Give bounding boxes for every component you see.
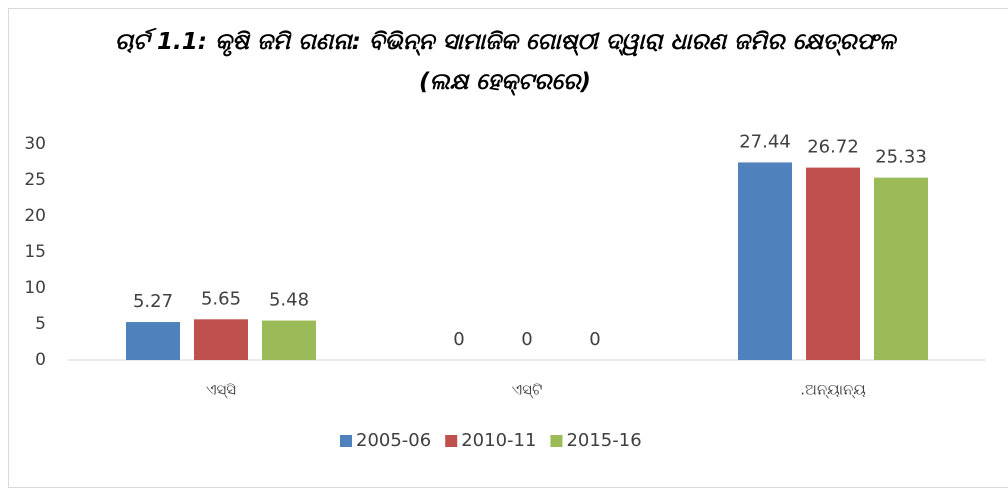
bar bbox=[126, 322, 180, 360]
data-label: 0 bbox=[453, 329, 464, 350]
x-tick-label: ଏସ୍‌ଟି bbox=[512, 381, 543, 399]
data-label: 5.27 bbox=[133, 291, 173, 312]
y-tick-label: 30 bbox=[24, 134, 46, 154]
bar bbox=[874, 177, 928, 360]
y-tick-label: 0 bbox=[35, 350, 46, 370]
y-tick-label: 20 bbox=[24, 206, 46, 226]
y-tick-label: 10 bbox=[24, 278, 46, 298]
data-label: 0 bbox=[521, 329, 532, 350]
chart-title: ଚାର୍ଟ 1.1: କୃଷି ଜମି ଗଣନା: ବିଭିନ୍ନ ସାମାଜି… bbox=[114, 29, 896, 95]
bar bbox=[738, 162, 792, 360]
data-label: 27.44 bbox=[739, 131, 791, 152]
data-label: 25.33 bbox=[875, 147, 927, 168]
bar bbox=[806, 167, 860, 360]
page: ଚାର୍ଟ 1.1: କୃଷି ଜମି ଗଣନା: ବିଭିନ୍ନ ସାମାଜି… bbox=[8, 8, 1008, 488]
legend-label: 2010-11 bbox=[461, 430, 536, 451]
legend-swatch bbox=[445, 435, 458, 447]
bar bbox=[262, 320, 316, 360]
legend-label: 2005-06 bbox=[356, 430, 431, 451]
x-tick-label: ଏସ୍‌ସି bbox=[206, 381, 236, 399]
legend-label: 2015-16 bbox=[566, 430, 641, 451]
y-tick-label: 5 bbox=[35, 314, 46, 334]
data-label: 0 bbox=[589, 329, 600, 350]
x-tick-label: .ଅନ୍ୟାନ୍ୟ bbox=[800, 381, 865, 399]
y-tick-label: 25 bbox=[24, 170, 46, 190]
y-tick-label: 15 bbox=[24, 242, 46, 262]
legend-swatch bbox=[550, 435, 563, 447]
legend-swatch bbox=[340, 435, 352, 447]
data-label: 5.48 bbox=[269, 290, 309, 311]
data-label: 26.72 bbox=[807, 137, 859, 158]
bar bbox=[194, 319, 248, 360]
chart: 0 5 10 15 20 25 30 ଏସ୍‌ସି 5.27 5.65 5.48 ଏସ୍‌ଟି 0 0 0.… bbox=[24, 131, 986, 451]
data-label: 5.65 bbox=[201, 288, 241, 309]
